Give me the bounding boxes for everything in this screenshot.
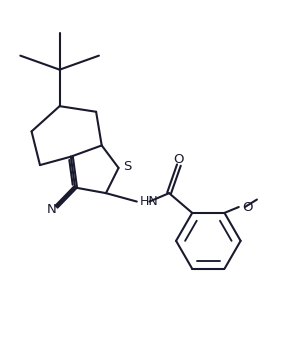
Text: HN: HN [140,195,158,208]
Text: N: N [47,203,56,216]
Text: O: O [242,201,253,213]
Text: O: O [174,153,184,166]
Text: S: S [124,160,132,173]
